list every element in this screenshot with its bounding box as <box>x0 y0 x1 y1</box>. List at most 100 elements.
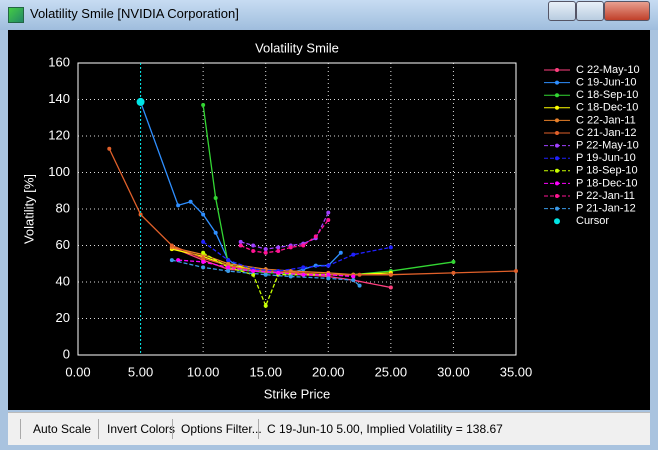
data-point <box>357 283 362 288</box>
data-point <box>288 274 293 279</box>
legend-swatch <box>555 156 559 161</box>
data-point <box>251 269 256 274</box>
auto-scale-button[interactable]: Auto Scale <box>33 422 92 436</box>
data-point <box>251 248 256 253</box>
data-point <box>351 252 356 257</box>
data-point <box>276 245 281 250</box>
data-point <box>357 272 362 277</box>
legend-label: C 18-Sep-10 <box>576 89 638 101</box>
data-point <box>238 243 243 248</box>
data-point <box>288 245 293 250</box>
legend-swatch <box>555 181 559 186</box>
x-tick-label: 30.00 <box>437 364 470 379</box>
x-tick-label: 5.00 <box>128 364 153 379</box>
data-point <box>226 258 231 263</box>
minimize-button[interactable] <box>548 1 576 21</box>
y-tick-label: 100 <box>48 164 70 179</box>
legend-label: P 22-May-10 <box>576 140 639 152</box>
y-tick-label: 40 <box>56 273 70 288</box>
data-point <box>201 250 206 255</box>
data-point <box>263 250 268 255</box>
legend-swatch <box>555 131 559 135</box>
data-point <box>213 196 218 201</box>
legend-label: P 21-Jan-12 <box>576 203 636 215</box>
legend-label: P 18-Dec-10 <box>576 177 638 189</box>
toolbar: Auto Scale Invert Colors Options Filter.… <box>8 412 650 445</box>
data-point <box>326 217 331 222</box>
data-point <box>263 247 268 252</box>
separator <box>258 419 259 439</box>
data-point <box>326 210 331 215</box>
data-point <box>263 303 268 308</box>
legend-swatch <box>555 118 559 123</box>
separator <box>98 419 99 439</box>
legend-label: C 21-Jan-12 <box>576 127 637 139</box>
y-axis-label: Volatility [%] <box>21 174 36 244</box>
legend-label: C 19-Jun-10 <box>576 77 637 89</box>
series-line <box>171 259 360 287</box>
data-point <box>226 265 231 270</box>
data-point <box>238 239 243 244</box>
x-tick-label: 10.00 <box>187 364 220 379</box>
legend-label: C 22-May-10 <box>576 64 640 76</box>
data-point <box>351 274 356 279</box>
y-tick-label: 60 <box>56 237 70 252</box>
y-tick-label: 160 <box>48 54 70 69</box>
data-point <box>138 212 143 217</box>
legend-swatch <box>555 80 559 85</box>
legend-label: P 22-Jan-11 <box>576 190 635 202</box>
data-point <box>326 276 331 281</box>
x-tick-label: 20.00 <box>312 364 345 379</box>
data-point <box>514 269 518 274</box>
legend-swatch <box>555 168 559 173</box>
close-button[interactable] <box>604 1 650 21</box>
legend-swatch <box>555 93 559 98</box>
y-tick-label: 80 <box>56 200 70 215</box>
data-point <box>451 270 456 275</box>
data-point <box>213 230 218 235</box>
cursor-point <box>136 97 145 106</box>
legend-swatch <box>554 218 560 225</box>
data-point <box>388 272 393 277</box>
data-point <box>107 146 112 151</box>
data-point <box>326 263 331 268</box>
window-title: Volatility Smile [NVIDIA Corporation] <box>30 6 239 21</box>
legend-label: C 22-Jan-11 <box>576 114 636 126</box>
separator <box>172 419 173 439</box>
data-point <box>263 272 268 277</box>
invert-colors-button[interactable]: Invert Colors <box>107 422 176 436</box>
series-line <box>108 148 517 276</box>
data-point <box>326 272 331 277</box>
app-icon <box>8 7 24 23</box>
title-bar: Volatility Smile [NVIDIA Corporation] <box>0 0 658 30</box>
legend-swatch <box>555 68 559 72</box>
data-point <box>451 259 456 264</box>
x-tick-label: 35.00 <box>500 364 533 379</box>
legend-swatch <box>555 194 559 198</box>
x-tick-label: 25.00 <box>375 364 408 379</box>
legend-label: Cursor <box>576 215 609 227</box>
data-point <box>301 265 306 270</box>
series-line <box>178 259 354 278</box>
separator <box>20 419 21 439</box>
series-line <box>240 219 329 254</box>
y-tick-label: 20 <box>56 310 70 325</box>
legend-swatch <box>555 143 559 148</box>
legend-swatch <box>555 206 559 211</box>
data-point <box>338 250 343 255</box>
y-tick-label: 0 <box>63 346 70 361</box>
data-point <box>201 239 206 244</box>
chart-title: Volatility Smile <box>255 40 339 55</box>
plot-border <box>77 62 517 356</box>
legend-swatch <box>555 105 559 110</box>
chart: Volatility Smile Strike Price Volatility… <box>8 30 650 410</box>
data-point <box>388 285 393 290</box>
x-tick-label: 0.00 <box>65 364 90 379</box>
data-point <box>201 265 206 270</box>
data-point <box>176 203 181 208</box>
maximize-button[interactable] <box>576 1 604 21</box>
options-filter-button[interactable]: Options Filter... <box>181 422 262 436</box>
data-point <box>276 248 281 253</box>
data-point <box>201 259 206 264</box>
